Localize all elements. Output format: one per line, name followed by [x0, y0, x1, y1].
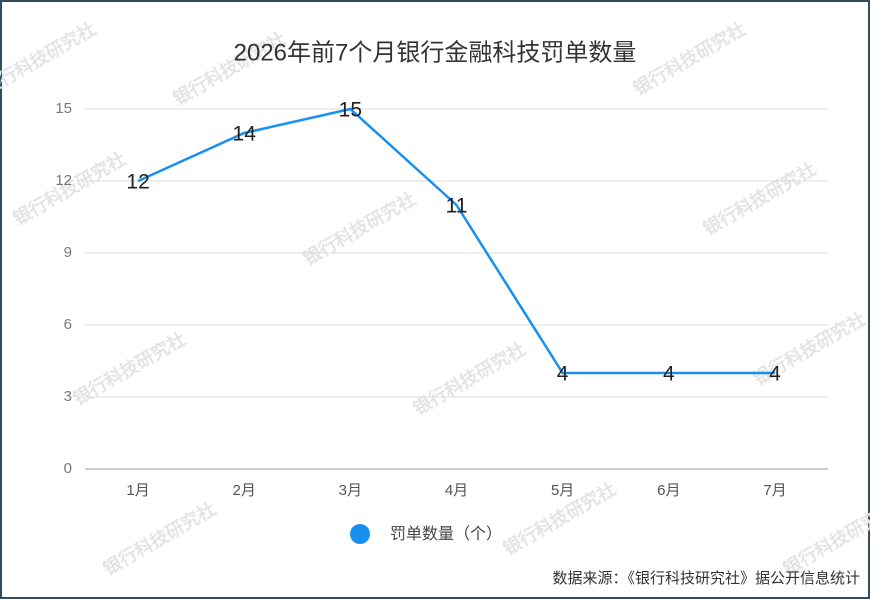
x-tick-label: 5月: [551, 482, 574, 499]
data-label: 4: [663, 363, 675, 386]
x-tick-label: 2月: [233, 482, 256, 499]
y-tick-label: 0: [64, 460, 72, 477]
x-tick-label: 3月: [339, 482, 362, 499]
x-tick-label: 4月: [445, 482, 468, 499]
legend-label: 罚单数量（个）: [390, 525, 502, 543]
x-tick-label: 7月: [763, 482, 786, 499]
legend-marker: [350, 524, 370, 544]
x-tick-label: 1月: [126, 482, 149, 499]
data-label: 11: [446, 195, 468, 218]
data-label: 15: [339, 99, 362, 122]
source-note: 数据来源：《银行科技研究社》据公开信息统计: [552, 570, 860, 587]
y-tick-label: 3: [64, 388, 72, 405]
data-label: 4: [769, 363, 781, 386]
y-tick-label: 15: [55, 100, 72, 117]
line: [137, 107, 775, 375]
y-tick-label: 6: [64, 316, 72, 333]
x-tick-label: 6月: [657, 482, 680, 499]
data-label: 4: [557, 363, 569, 386]
y-tick-label: 12: [55, 172, 72, 189]
y-tick-label: 9: [64, 244, 72, 261]
data-label: 12: [126, 171, 149, 194]
chart-title: 2026年前7个月银行金融科技罚单数量: [234, 39, 637, 66]
data-label: 14: [233, 123, 257, 146]
